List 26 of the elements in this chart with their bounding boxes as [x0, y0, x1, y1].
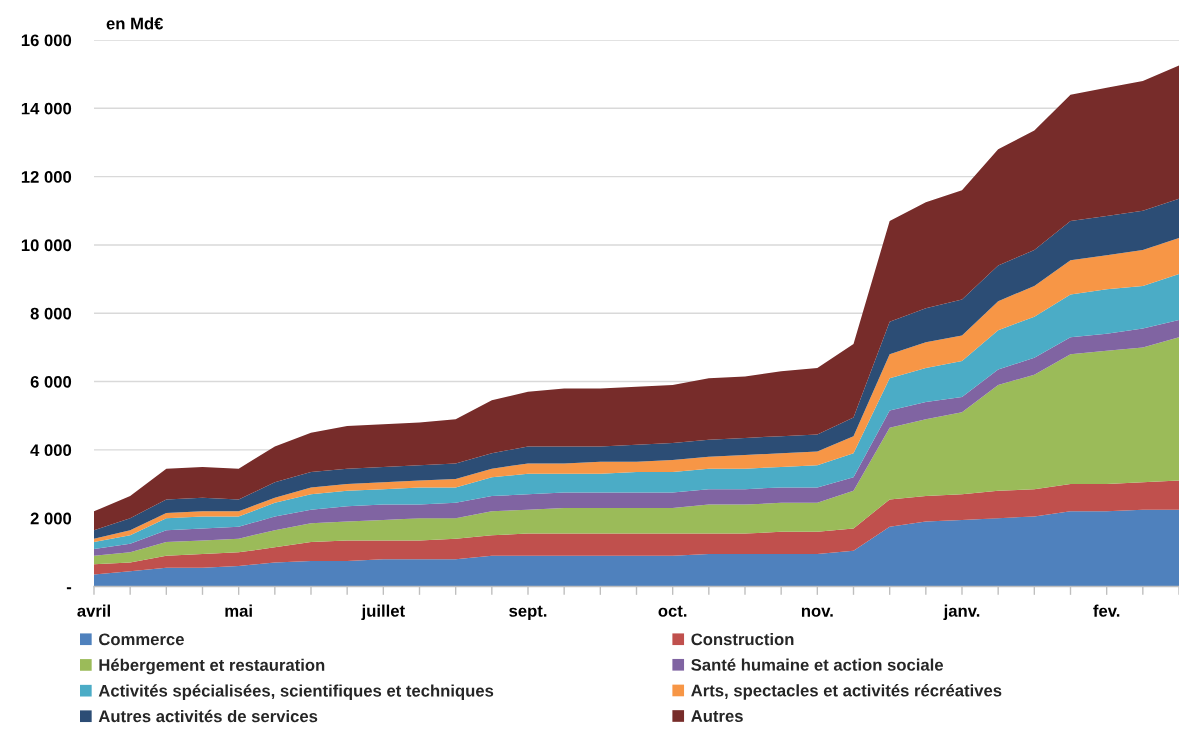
legend-label: Autres activités de services [98, 709, 318, 723]
legend-label: Autres [691, 710, 743, 722]
y-tick-label: 14 000 [21, 102, 72, 115]
y-tick-label: - [66, 587, 72, 590]
y-tick-label: 2 000 [30, 512, 72, 525]
y-tick-label: 12 000 [21, 171, 72, 183]
x-tick-label: juillet [361, 604, 405, 621]
y-tick-label: 16 000 [21, 34, 72, 47]
x-tick-label: sept. [509, 605, 547, 621]
legend-label: Hébergement et restauration [99, 658, 325, 675]
legend-label: Commerce [99, 633, 184, 646]
legend-label: Santé humaine et action sociale [691, 658, 944, 671]
x-tick-label: oct. [658, 605, 687, 617]
y-tick-label: 10 000 [21, 239, 72, 252]
x-tick-label: fev. [1093, 604, 1120, 617]
y-tick-label: 6 000 [30, 375, 72, 388]
y-tick-label: 8 000 [30, 307, 72, 320]
y-axis-title: en Md€ [106, 17, 164, 30]
legend-label: Arts, spectacles et activités récréatives [691, 684, 1002, 700]
x-tick-label: avril [77, 604, 110, 617]
x-tick-label: nov. [801, 607, 833, 617]
y-tick-label: 4 000 [30, 444, 72, 457]
x-tick-label: janv. [943, 604, 980, 621]
x-tick-label: mai [225, 604, 252, 617]
legend-label: Construction [691, 633, 794, 646]
legend-label: Activités spécialisées, scientifiques et techniques [98, 684, 494, 700]
